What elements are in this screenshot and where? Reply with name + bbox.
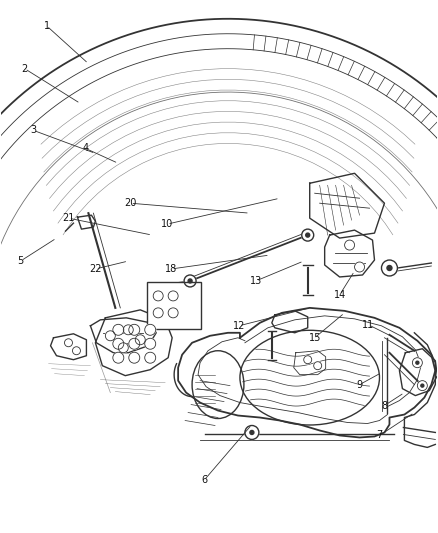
Text: 6: 6 xyxy=(201,475,207,486)
Text: 5: 5 xyxy=(18,256,24,266)
Circle shape xyxy=(387,265,392,270)
Text: 9: 9 xyxy=(357,379,363,390)
Circle shape xyxy=(245,425,259,439)
Text: 20: 20 xyxy=(124,198,137,208)
Circle shape xyxy=(124,325,133,335)
Circle shape xyxy=(64,339,72,347)
Text: 2: 2 xyxy=(21,63,28,74)
Circle shape xyxy=(153,308,163,318)
Circle shape xyxy=(345,240,355,250)
Circle shape xyxy=(416,361,419,364)
Text: 18: 18 xyxy=(165,264,177,274)
Text: 13: 13 xyxy=(250,276,262,286)
Circle shape xyxy=(113,338,124,349)
Text: 14: 14 xyxy=(333,290,346,300)
Circle shape xyxy=(135,335,145,345)
Circle shape xyxy=(113,352,124,363)
Circle shape xyxy=(129,338,140,349)
Circle shape xyxy=(381,260,397,276)
Circle shape xyxy=(129,324,140,335)
Circle shape xyxy=(145,338,155,349)
Text: 3: 3 xyxy=(31,125,37,135)
Circle shape xyxy=(113,324,124,335)
Circle shape xyxy=(106,331,115,341)
Text: 12: 12 xyxy=(233,321,245,331)
Circle shape xyxy=(168,308,178,318)
Circle shape xyxy=(129,352,140,363)
Circle shape xyxy=(355,262,364,272)
Circle shape xyxy=(184,275,196,287)
Circle shape xyxy=(118,343,128,353)
Circle shape xyxy=(72,347,81,355)
Circle shape xyxy=(188,279,192,283)
Text: 10: 10 xyxy=(161,219,173,229)
Circle shape xyxy=(153,291,163,301)
Text: 11: 11 xyxy=(362,320,374,330)
Text: 22: 22 xyxy=(89,264,102,274)
Text: 1: 1 xyxy=(43,21,49,31)
Circle shape xyxy=(413,358,422,368)
Text: 4: 4 xyxy=(82,143,88,154)
Text: 8: 8 xyxy=(381,401,388,410)
Circle shape xyxy=(250,431,254,434)
Circle shape xyxy=(421,384,424,387)
Circle shape xyxy=(302,229,314,241)
FancyBboxPatch shape xyxy=(147,282,201,329)
Text: 15: 15 xyxy=(308,333,321,343)
Circle shape xyxy=(145,324,155,335)
Circle shape xyxy=(168,291,178,301)
Text: 7: 7 xyxy=(376,431,383,440)
Circle shape xyxy=(306,233,310,237)
Text: 21: 21 xyxy=(62,213,74,223)
Circle shape xyxy=(417,381,427,391)
Circle shape xyxy=(304,356,312,364)
Circle shape xyxy=(145,352,155,363)
Circle shape xyxy=(314,362,321,370)
